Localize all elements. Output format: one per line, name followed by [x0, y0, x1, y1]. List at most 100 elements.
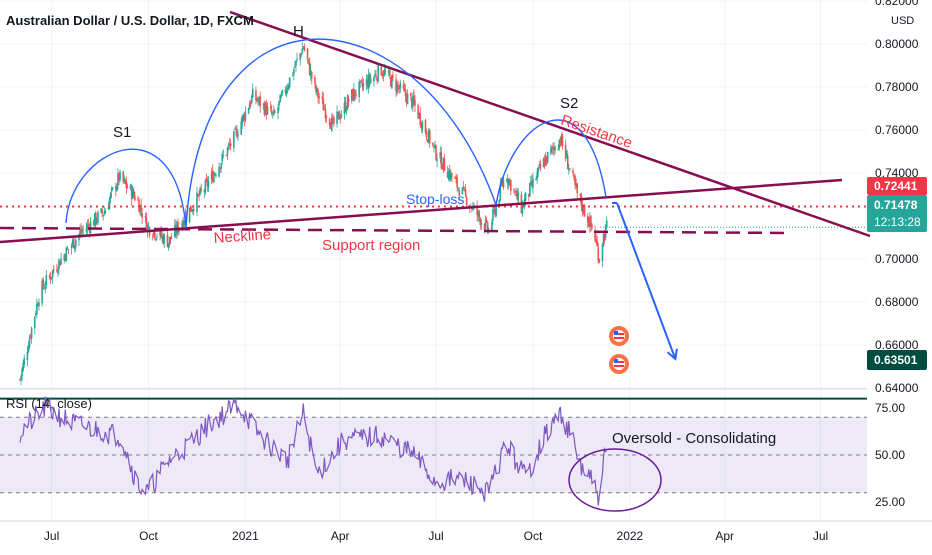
price-tick-label: 0.82000 [875, 0, 919, 8]
left-shoulder-arc[interactable] [65, 148, 187, 229]
candle-body [572, 170, 574, 174]
candle-body [126, 186, 129, 189]
candle-body [63, 254, 66, 261]
candle-body [553, 148, 555, 151]
candle-body [505, 180, 508, 182]
stop-loss-tag [867, 177, 927, 195]
candle-body [352, 89, 354, 100]
candle-body [188, 207, 191, 223]
candles [19, 42, 608, 386]
candle-body [343, 102, 346, 114]
rsi-axis[interactable]: 75.00 50.00 25.00 [875, 401, 905, 509]
candle-body [256, 98, 258, 101]
time-tick-label: Apr [331, 529, 350, 543]
candle-body [436, 159, 438, 161]
event-flag-icon[interactable] [607, 352, 631, 376]
candle-body [263, 104, 266, 115]
projection-arrow[interactable] [616, 202, 675, 358]
rsi-annotation: Oversold - Consolidating [612, 430, 776, 447]
candle-body [71, 239, 74, 245]
candle-body [271, 112, 274, 114]
candle-body [86, 224, 89, 229]
candle-body [29, 336, 32, 338]
candle-body [200, 188, 202, 191]
candle-body [274, 111, 276, 113]
candle-body [366, 79, 369, 88]
time-tick-label: Oct [139, 529, 158, 543]
candle-body [486, 222, 489, 231]
candle-body [310, 71, 313, 79]
candle-body [169, 236, 172, 240]
candle-body [384, 71, 387, 73]
oversold-ellipse[interactable] [568, 448, 662, 512]
candle-body [387, 70, 390, 73]
pattern-label-h: H [293, 23, 304, 40]
candle-body [137, 199, 139, 201]
candle-body [93, 213, 96, 226]
candle-body [544, 157, 547, 166]
candle-body [414, 100, 416, 106]
candle-body [190, 211, 193, 213]
candle-body [569, 168, 571, 170]
candle-body [199, 187, 201, 195]
candle-body [561, 134, 564, 146]
price-tick-label: 0.70000 [875, 252, 919, 266]
candle-body [455, 178, 457, 180]
candle-body [189, 205, 192, 212]
candle-body [34, 313, 37, 315]
right-shoulder-arc[interactable] [495, 119, 607, 206]
candle-body [122, 171, 125, 182]
candle-body [21, 368, 23, 376]
candle-body [280, 95, 283, 97]
candle-body [306, 48, 309, 60]
candle-body [234, 128, 236, 130]
candle-body [498, 200, 501, 204]
candle-body [316, 87, 318, 92]
candle-body [515, 190, 517, 192]
candle-body [211, 170, 214, 182]
candle-body [382, 73, 385, 77]
candle-body [477, 211, 479, 216]
candle-body [207, 181, 210, 188]
resistance-trendline[interactable] [229, 10, 871, 238]
time-axis[interactable]: Jul Oct 2021 Apr Jul Oct 2022 Apr Jul [44, 529, 828, 543]
candle-body [292, 74, 294, 76]
candle-body [447, 171, 450, 180]
candle-body [536, 172, 538, 179]
candle-body [457, 187, 459, 189]
price-axis[interactable]: 0.82000 0.80000 0.78000 0.76000 0.74000 0.700… [875, 0, 919, 395]
candle-body [119, 171, 121, 181]
candle-body [27, 347, 30, 352]
head-arc[interactable] [185, 38, 497, 229]
candle-body [397, 85, 399, 87]
candle-body [539, 163, 542, 169]
candle-body [440, 152, 443, 169]
candle-body [426, 139, 429, 143]
candle-body [57, 270, 59, 273]
candle-body [315, 84, 317, 92]
candle-body [391, 75, 393, 88]
candle-body [340, 114, 343, 118]
event-flag-icon[interactable] [607, 324, 631, 348]
candle-body [420, 123, 423, 128]
candle-body [529, 183, 531, 197]
candle-body [167, 243, 170, 248]
candle-body [308, 61, 311, 76]
candle-body [170, 238, 173, 240]
candle-body [48, 275, 51, 278]
candle-body [248, 104, 251, 110]
candle-body [451, 173, 453, 178]
candle-body [247, 108, 250, 114]
candle-body [344, 101, 347, 112]
candle-body [418, 113, 421, 118]
candle-body [446, 172, 449, 178]
candle-body [406, 93, 409, 105]
candle-body [454, 177, 456, 179]
candle-body [545, 156, 548, 164]
neckline-trendline[interactable] [0, 178, 843, 244]
time-tick-label: Jul [44, 529, 59, 543]
candle-body [281, 90, 284, 94]
candle-body [381, 74, 384, 76]
support-region-line[interactable] [0, 226, 793, 235]
